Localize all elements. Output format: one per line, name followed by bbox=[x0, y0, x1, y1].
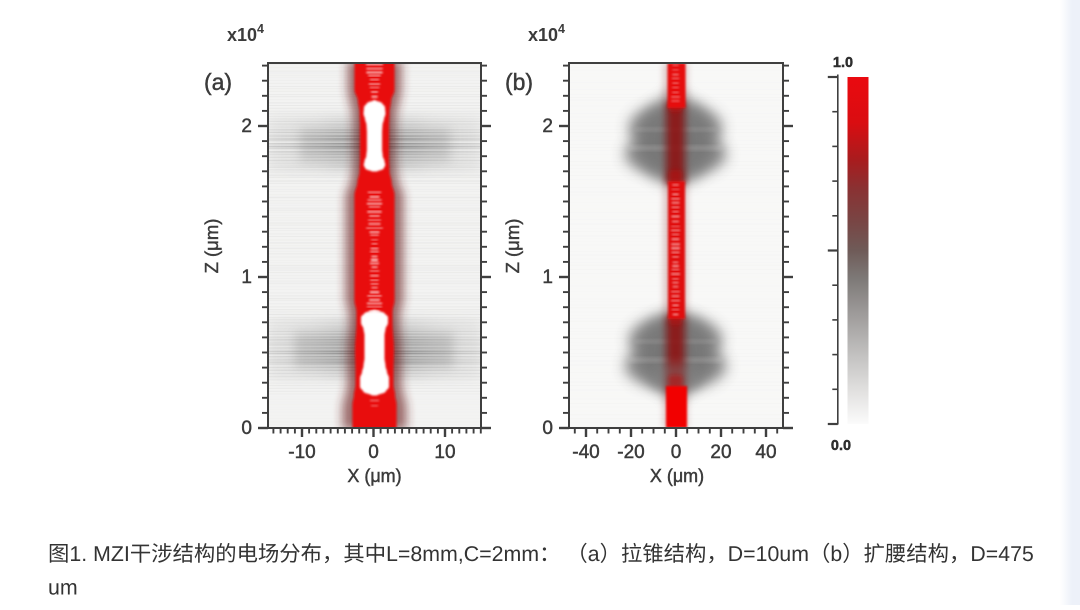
svg-text:0: 0 bbox=[368, 442, 379, 463]
svg-text:x104: x104 bbox=[227, 22, 264, 45]
svg-text:X (μm): X (μm) bbox=[347, 466, 401, 486]
svg-text:X (μm): X (μm) bbox=[650, 466, 704, 486]
svg-text:2: 2 bbox=[542, 116, 553, 137]
svg-text:0: 0 bbox=[241, 418, 252, 439]
svg-text:0: 0 bbox=[542, 418, 553, 439]
svg-text:1: 1 bbox=[241, 267, 252, 288]
svg-text:20: 20 bbox=[710, 442, 731, 463]
svg-text:1.0: 1.0 bbox=[833, 55, 853, 71]
svg-text:2: 2 bbox=[241, 116, 252, 137]
svg-text:10: 10 bbox=[434, 442, 455, 463]
svg-text:Z (μm): Z (μm) bbox=[502, 219, 523, 274]
svg-text:(b): (b) bbox=[505, 69, 533, 95]
svg-text:-40: -40 bbox=[572, 442, 599, 463]
svg-text:1: 1 bbox=[542, 267, 553, 288]
svg-text:(a): (a) bbox=[204, 69, 232, 95]
svg-text:-10: -10 bbox=[288, 442, 315, 463]
svg-text:40: 40 bbox=[755, 442, 776, 463]
svg-text:-20: -20 bbox=[617, 442, 644, 463]
svg-text:Z (μm): Z (μm) bbox=[201, 219, 222, 274]
svg-text:x104: x104 bbox=[528, 22, 565, 45]
svg-text:0: 0 bbox=[671, 442, 682, 463]
svg-text:0.0: 0.0 bbox=[831, 438, 851, 454]
